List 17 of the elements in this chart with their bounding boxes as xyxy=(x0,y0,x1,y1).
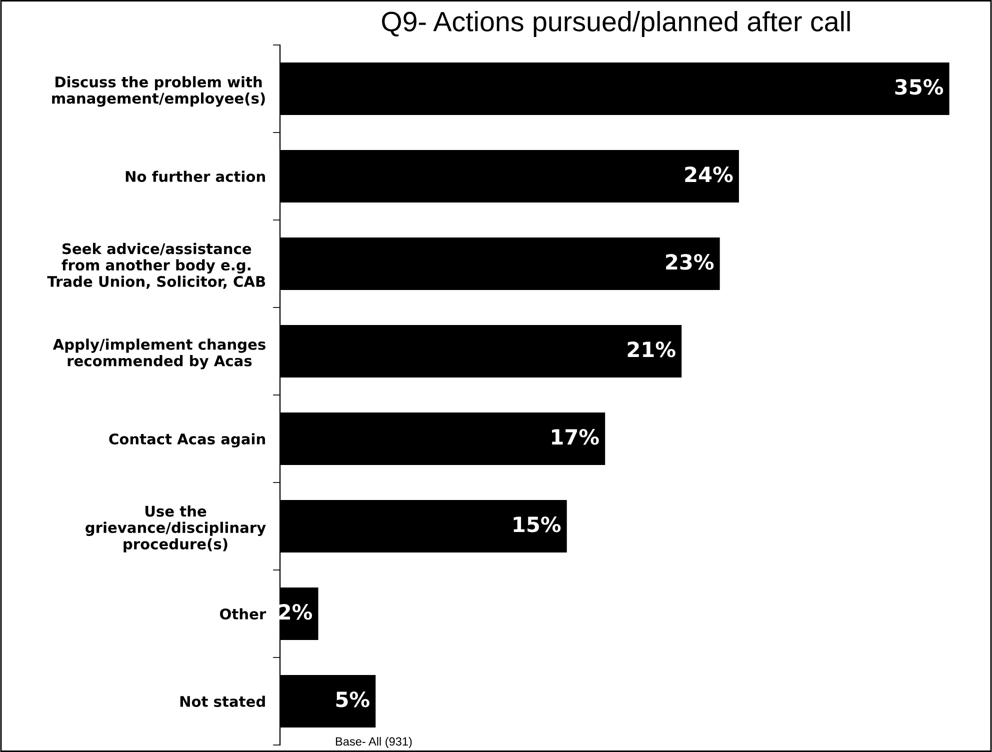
chart-title: Q9- Actions pursued/planned after call xyxy=(382,11,850,37)
y-tick-label: Not stated xyxy=(180,696,265,707)
y-tick-label: Seek advice/assistance from another body e.g. Trade Union, Solicitor, CAB xyxy=(47,242,266,289)
data-label: 35% xyxy=(895,79,944,95)
annotation: Base- All (931) xyxy=(336,736,412,748)
y-tick-label: Apply/implement changes recommended by Acas xyxy=(52,338,266,370)
data-label: 15% xyxy=(514,516,561,532)
data-label: 21% xyxy=(628,342,676,358)
data-label: 5% xyxy=(336,692,370,708)
data-label: 23% xyxy=(666,254,714,270)
y-tick-label: Contact Acas again xyxy=(109,433,265,448)
data-label: 17% xyxy=(552,429,599,445)
y-tick-label: Use the grievance/disciplinary procedure(s) xyxy=(86,505,266,552)
y-tick-label: No further action xyxy=(126,170,265,182)
data-label: 24% xyxy=(685,166,733,182)
y-tick-label: Other xyxy=(220,608,266,620)
y-tick-label: Discuss the problem with management/employee(s) xyxy=(52,76,265,107)
